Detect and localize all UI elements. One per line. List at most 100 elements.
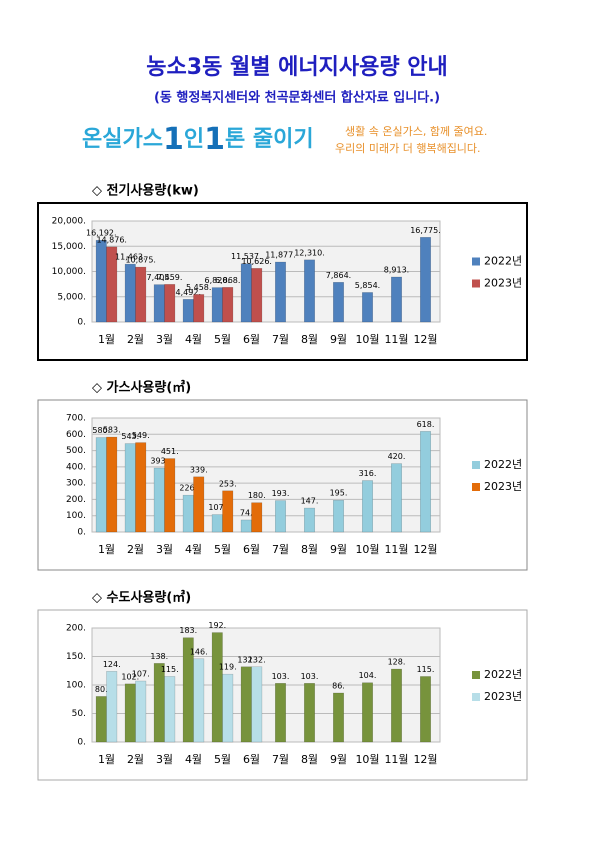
x-tick-label: 12월 xyxy=(413,753,437,766)
x-tick-label: 8월 xyxy=(301,753,318,766)
value-label: 147. xyxy=(301,497,319,506)
x-tick-label: 7월 xyxy=(272,753,289,766)
y-tick-label: 700. xyxy=(66,414,86,424)
bar xyxy=(362,480,373,533)
value-label: 11,537. xyxy=(231,252,262,261)
value-label: 128. xyxy=(388,658,406,667)
x-tick-label: 11월 xyxy=(384,333,408,346)
x-tick-label: 5월 xyxy=(214,753,231,766)
x-tick-label: 3월 xyxy=(156,333,173,346)
legend-label: 2023년 xyxy=(484,277,522,290)
value-label: 192. xyxy=(208,621,226,630)
value-label: 115. xyxy=(161,665,179,674)
value-label: 583. xyxy=(103,426,121,435)
bar xyxy=(333,282,344,323)
value-label: 183. xyxy=(179,626,197,635)
y-tick-label: 20,000. xyxy=(52,217,86,227)
y-tick-label: 200. xyxy=(66,495,86,505)
bar xyxy=(135,266,147,323)
x-tick-label: 9월 xyxy=(330,753,347,766)
value-label: 12,310. xyxy=(294,248,325,257)
value-label: 7,459. xyxy=(157,273,182,282)
y-tick-label: 400. xyxy=(66,462,86,472)
value-label: 16,775. xyxy=(410,226,441,235)
x-tick-label: 8월 xyxy=(301,333,318,346)
bar xyxy=(124,683,136,743)
bar xyxy=(251,268,263,323)
x-tick-label: 4월 xyxy=(185,333,202,346)
bar xyxy=(251,666,263,743)
value-label: 420. xyxy=(388,452,406,461)
value-label: 10,626. xyxy=(241,257,272,266)
x-tick-label: 4월 xyxy=(185,753,202,766)
legend-swatch xyxy=(472,461,480,469)
bar xyxy=(420,431,431,533)
chart-title: ◇ 전기사용량(kw) xyxy=(92,183,199,199)
y-tick-label: 100. xyxy=(66,511,86,521)
x-tick-label: 12월 xyxy=(413,543,437,556)
bar xyxy=(222,673,234,743)
x-tick-label: 2월 xyxy=(127,333,144,346)
bar xyxy=(193,476,205,533)
bar xyxy=(240,263,252,323)
bar xyxy=(304,683,315,743)
legend-label: 2023년 xyxy=(484,690,522,703)
bar xyxy=(391,668,402,743)
value-label: 580. xyxy=(92,426,110,435)
x-tick-label: 11월 xyxy=(384,543,408,556)
value-label: 339. xyxy=(190,465,208,474)
y-tick-label: 50. xyxy=(72,709,86,719)
bar xyxy=(420,237,431,323)
y-tick-label: 100. xyxy=(66,681,86,691)
bar xyxy=(420,676,431,743)
bar xyxy=(304,259,315,323)
value-label: 180. xyxy=(248,491,266,500)
x-tick-label: 2월 xyxy=(127,753,144,766)
legend-swatch xyxy=(472,279,480,288)
x-tick-label: 1월 xyxy=(98,753,115,766)
bar xyxy=(182,494,194,533)
bar xyxy=(362,682,373,743)
value-label: 124. xyxy=(103,660,121,669)
bar xyxy=(333,499,344,533)
value-label: 195. xyxy=(330,489,348,498)
bar xyxy=(391,276,402,323)
y-tick-label: 500. xyxy=(66,446,86,456)
y-tick-label: 300. xyxy=(66,479,86,489)
y-tick-label: 200. xyxy=(66,624,86,634)
x-tick-label: 9월 xyxy=(330,543,347,556)
value-label: 138. xyxy=(150,652,168,661)
y-tick-label: 15,000. xyxy=(52,242,86,252)
bar xyxy=(222,490,234,533)
value-label: 5,854. xyxy=(355,281,380,290)
value-label: 104. xyxy=(359,671,377,680)
bar xyxy=(211,287,223,323)
value-label: 226. xyxy=(179,484,197,493)
bar xyxy=(182,299,194,323)
value-label: 74. xyxy=(240,508,253,517)
value-label: 8,913. xyxy=(384,265,409,274)
x-tick-label: 5월 xyxy=(214,333,231,346)
x-tick-label: 6월 xyxy=(243,333,260,346)
x-tick-label: 1월 xyxy=(98,543,115,556)
legend-swatch xyxy=(472,671,480,679)
bar xyxy=(95,437,107,533)
bar xyxy=(275,500,286,533)
value-label: 103. xyxy=(301,672,319,681)
x-tick-label: 1월 xyxy=(98,333,115,346)
bar xyxy=(106,671,118,743)
y-tick-label: 5,000. xyxy=(57,292,86,302)
bar xyxy=(211,514,223,533)
bar xyxy=(153,467,165,533)
value-label: 7,405. xyxy=(147,273,172,282)
value-label: 103. xyxy=(272,672,290,681)
legend-swatch xyxy=(472,257,480,266)
value-label: 393. xyxy=(150,456,168,465)
chart-title: ◇ 수도사용량(㎥) xyxy=(92,590,191,606)
bar xyxy=(135,442,147,533)
bar xyxy=(124,443,136,533)
value-label: 107. xyxy=(132,670,150,679)
page-subtitle: (동 행정복지센터와 천곡문화센터 합산자료 입니다.) xyxy=(154,90,440,106)
bar xyxy=(153,284,165,323)
